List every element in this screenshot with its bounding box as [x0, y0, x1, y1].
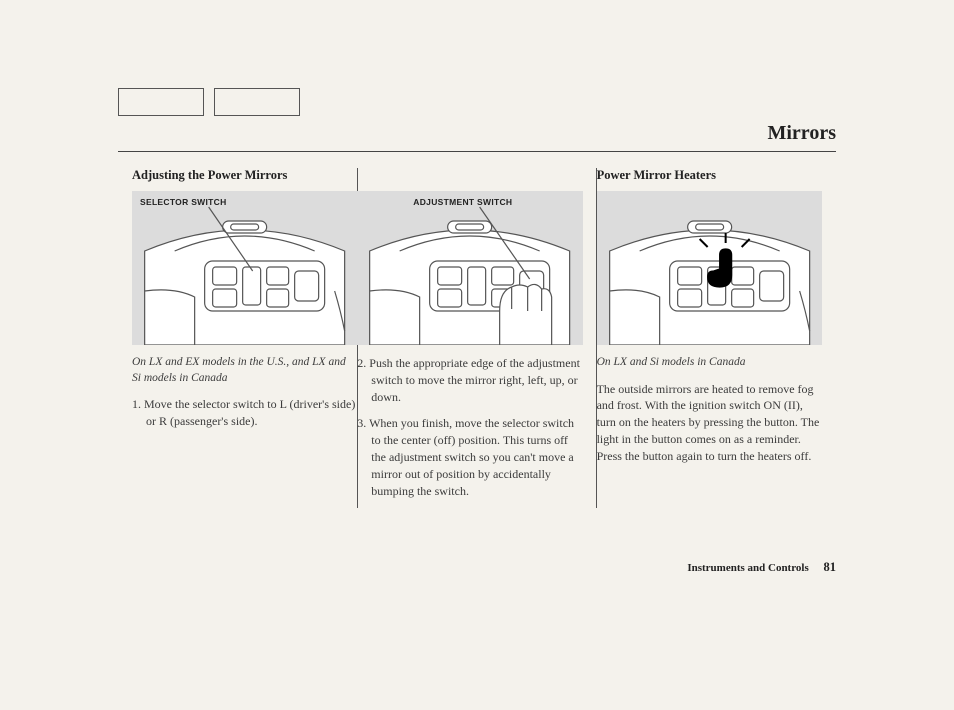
dashboard-illustration-3 — [597, 191, 822, 345]
footer-section: Instruments and Controls — [687, 562, 808, 574]
figure-selector-switch: SELECTOR SWITCH — [132, 191, 357, 345]
header-tabs — [118, 88, 300, 116]
content-columns: Adjusting the Power Mirrors SELECTOR SWI… — [118, 168, 836, 499]
heading-adjusting: Adjusting the Power Mirrors — [132, 168, 357, 183]
title-rule — [118, 151, 836, 152]
page-title: Mirrors — [118, 122, 836, 149]
model-note-1: On LX and EX models in the U.S., and LX … — [132, 355, 357, 386]
dashboard-illustration-1 — [132, 191, 357, 345]
heater-body-text: The outside mirrors are heated to remove… — [597, 381, 822, 465]
footer-page-number: 81 — [824, 560, 837, 574]
heading-heaters: Power Mirror Heaters — [597, 168, 822, 183]
page-footer: Instruments and Controls 81 — [687, 560, 836, 575]
figure-label-adjustment: ADJUSTMENT SWITCH — [413, 197, 512, 207]
column-3: Power Mirror Heaters — [597, 168, 836, 499]
figure-heater-button — [597, 191, 822, 345]
column-2: ADJUSTMENT SWITCH — [357, 168, 596, 499]
figure-adjustment-switch: ADJUSTMENT SWITCH — [357, 191, 582, 345]
header-box-2 — [214, 88, 300, 116]
header-box-1 — [118, 88, 204, 116]
model-note-3: On LX and Si models in Canada — [597, 355, 822, 371]
step-2: 2. Push the appropriate edge of the adju… — [357, 355, 582, 405]
title-bar: Mirrors — [118, 122, 836, 152]
heading-spacer — [357, 168, 582, 183]
column-1: Adjusting the Power Mirrors SELECTOR SWI… — [118, 168, 357, 499]
step-1: 1. Move the selector switch to L (driver… — [132, 396, 357, 430]
step-3: 3. When you finish, move the selector sw… — [357, 415, 582, 499]
dashboard-illustration-2 — [357, 191, 582, 345]
figure-label-selector: SELECTOR SWITCH — [140, 197, 227, 207]
manual-page: Mirrors Adjusting the Power Mirrors SELE… — [0, 0, 954, 710]
